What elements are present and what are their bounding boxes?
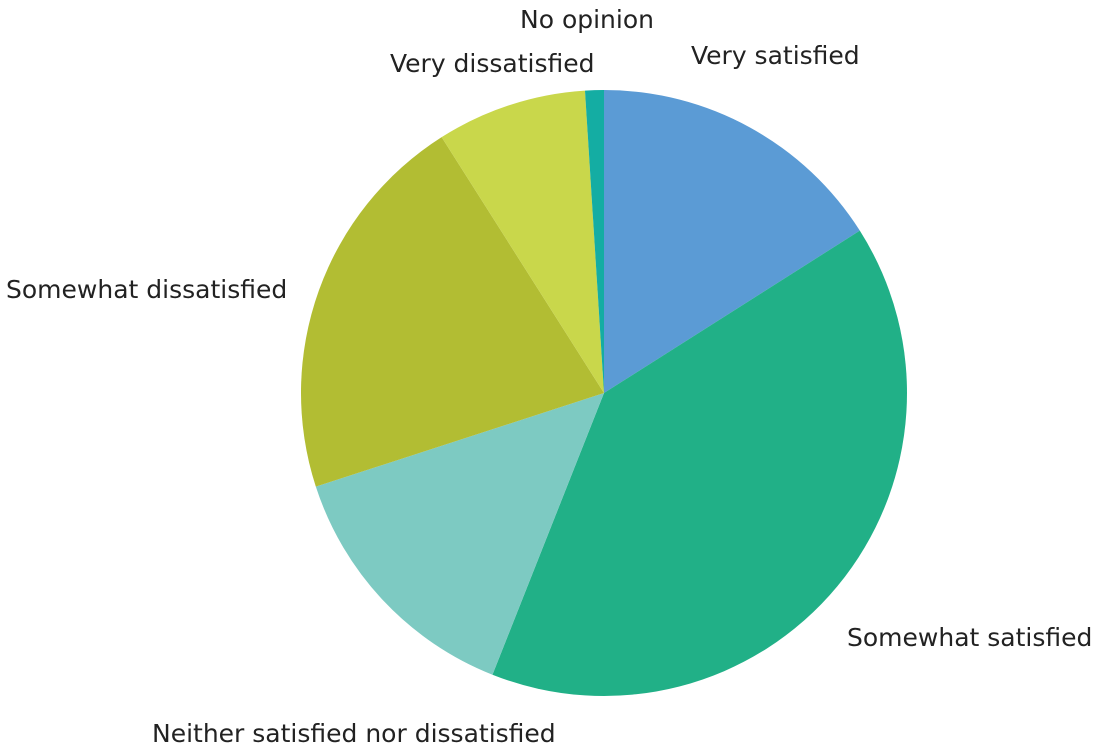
- pie-slice-very-dissatisfied: [441, 90, 604, 393]
- slice-label-no-opinion: No opinion: [520, 5, 654, 34]
- slice-label-somewhat-satisfied: Somewhat satisfied: [847, 623, 1092, 652]
- pie-slice-no-opinion: [584, 90, 604, 393]
- slice-label-somewhat-dissatisfied: Somewhat dissatisfied: [6, 275, 287, 304]
- pie-slice-very-satisfied: [604, 90, 860, 393]
- slice-label-very-satisfied: Very satisfied: [691, 41, 860, 70]
- slice-label-neither: Neither satisfied nor dissatisfied: [152, 719, 556, 748]
- pie-labels: Very satisfied Somewhat satisfied Neithe…: [6, 5, 1092, 748]
- pie-slices: [301, 90, 908, 697]
- slice-label-very-dissatisfied: Very dissatisfied: [390, 49, 595, 78]
- pie-slice-somewhat-dissatisfied: [301, 137, 604, 487]
- pie-slice-neither-satisfied-nor-dissatisfied: [315, 393, 604, 675]
- pie-slice-somewhat-satisfied: [492, 230, 908, 697]
